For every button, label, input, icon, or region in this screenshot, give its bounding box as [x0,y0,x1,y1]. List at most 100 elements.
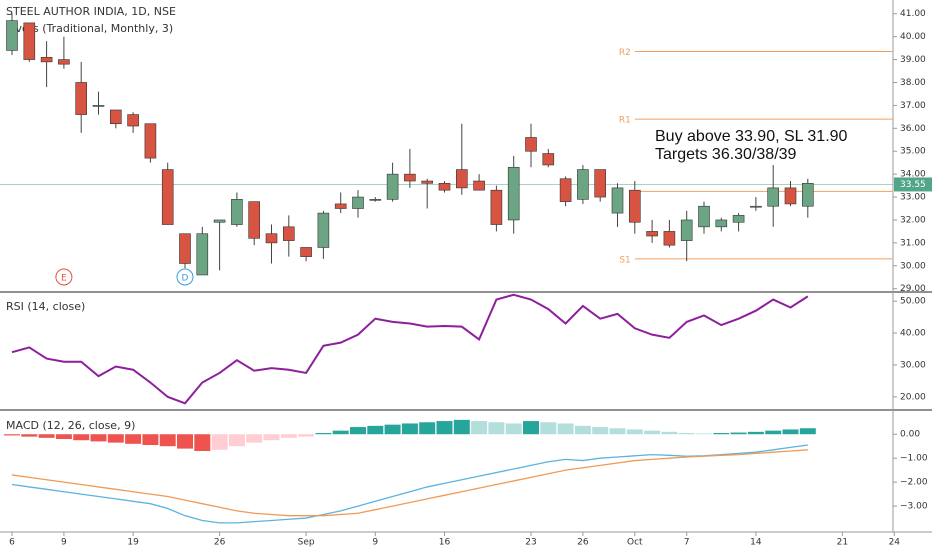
candle-body [542,153,555,166]
histogram-bar [367,425,384,435]
histogram-bar [799,428,816,435]
histogram-bar [194,434,211,451]
y-tick-label: 31.00 [900,238,926,248]
candle-body [507,166,520,221]
x-tick-label: 14 [750,538,762,548]
candle-body [628,189,641,223]
histogram-bar [678,433,695,435]
y-tick-label: 37.00 [900,101,926,111]
histogram-bar [419,422,436,435]
histogram-bar [73,434,90,441]
candle-body [455,169,468,189]
event-marker [176,268,194,286]
series-line [11,293,809,405]
candle-body [784,187,797,205]
y-tick-label: 41.00 [900,9,926,19]
y-tick-label: −1.00 [900,454,928,464]
y-tick-label: 38.00 [900,78,926,88]
histogram-bar [21,434,38,437]
histogram-bar [177,434,193,449]
histogram-bar [211,434,228,450]
indicator-label: Pivots (Traditional, Monthly, 3) [6,22,173,35]
histogram-bar [38,434,55,438]
candle-body [680,219,693,241]
x-tick-label: 21 [837,538,848,548]
candle-body [698,205,710,228]
candle-body [577,169,589,200]
histogram-bar [765,430,782,435]
pivot-label: R1 [619,116,631,126]
last-price-box [894,177,932,192]
y-tick-label: 30.00 [900,360,926,370]
event-label: D [182,274,189,284]
histogram-bar [90,434,107,442]
y-tick-label: 0.00 [900,430,920,440]
histogram-bar [315,433,332,435]
x-tick-label: 9 [372,538,378,548]
y-tick-label: 39.00 [900,55,926,65]
x-tick-label: 19 [127,538,139,548]
series-line [11,449,808,517]
candle-body [801,183,814,207]
x-tick-label: Oct [627,538,643,548]
candle-body [110,109,122,125]
histogram-bar [107,434,124,443]
candle-body [127,114,139,127]
candle-body [732,215,745,223]
annotation: Targets 36.30/38/39 [655,146,797,163]
macd-label: MACD (12, 26, close, 9) [6,419,135,432]
histogram-bar [246,434,263,443]
chart-title: STEEL AUTHOR INDIA, 1D, NSE [6,5,176,18]
candle-body [300,247,312,257]
candle-body [386,173,399,200]
candle-body [404,173,416,182]
histogram-bar [159,434,176,447]
rsi-label: RSI (14, close) [6,300,85,313]
candle-body [58,59,70,65]
candle-body [663,231,676,246]
candle-body [161,169,174,225]
candle-body [525,137,537,152]
histogram-bar [142,434,159,446]
histogram-bar [350,427,366,435]
histogram-bar [125,434,142,444]
pivot-label: S1 [619,255,630,265]
x-tick-label: 7 [684,538,690,548]
histogram-bar [55,434,72,440]
candle-body [144,123,157,159]
y-tick-label: −3.00 [900,502,928,512]
histogram-bar [488,422,505,435]
y-tick-label: 36.00 [900,124,926,134]
histogram-bar [747,431,764,435]
histogram-bar [401,423,418,435]
histogram-bar [661,431,678,435]
candle-body [473,180,485,191]
x-tick-label: 23 [525,538,536,548]
candle-body [196,233,209,276]
candle-body [559,178,572,202]
histogram-bar [471,421,488,435]
candle-body [231,199,243,225]
y-tick-label: −2.00 [900,478,928,488]
candle-body [767,187,780,207]
candle-body [75,82,87,115]
histogram-bar [523,421,539,435]
candle-body [317,212,330,248]
histogram-bar [557,423,574,435]
candle-body [594,169,607,198]
candle-body [646,231,658,237]
histogram-bar [4,434,20,436]
histogram-bar [332,430,349,435]
candle-body [179,233,191,264]
candle-body [352,196,364,209]
y-tick-label: 40.00 [900,32,926,42]
candle-body [611,187,624,214]
x-tick-label: 26 [214,538,226,548]
y-tick-label: 50.00 [900,297,926,307]
histogram-bar [592,427,609,435]
candle-body [248,201,260,239]
y-tick-label: 40.00 [900,329,926,339]
y-tick-label: 32.00 [900,215,926,225]
candle-body [265,233,278,244]
